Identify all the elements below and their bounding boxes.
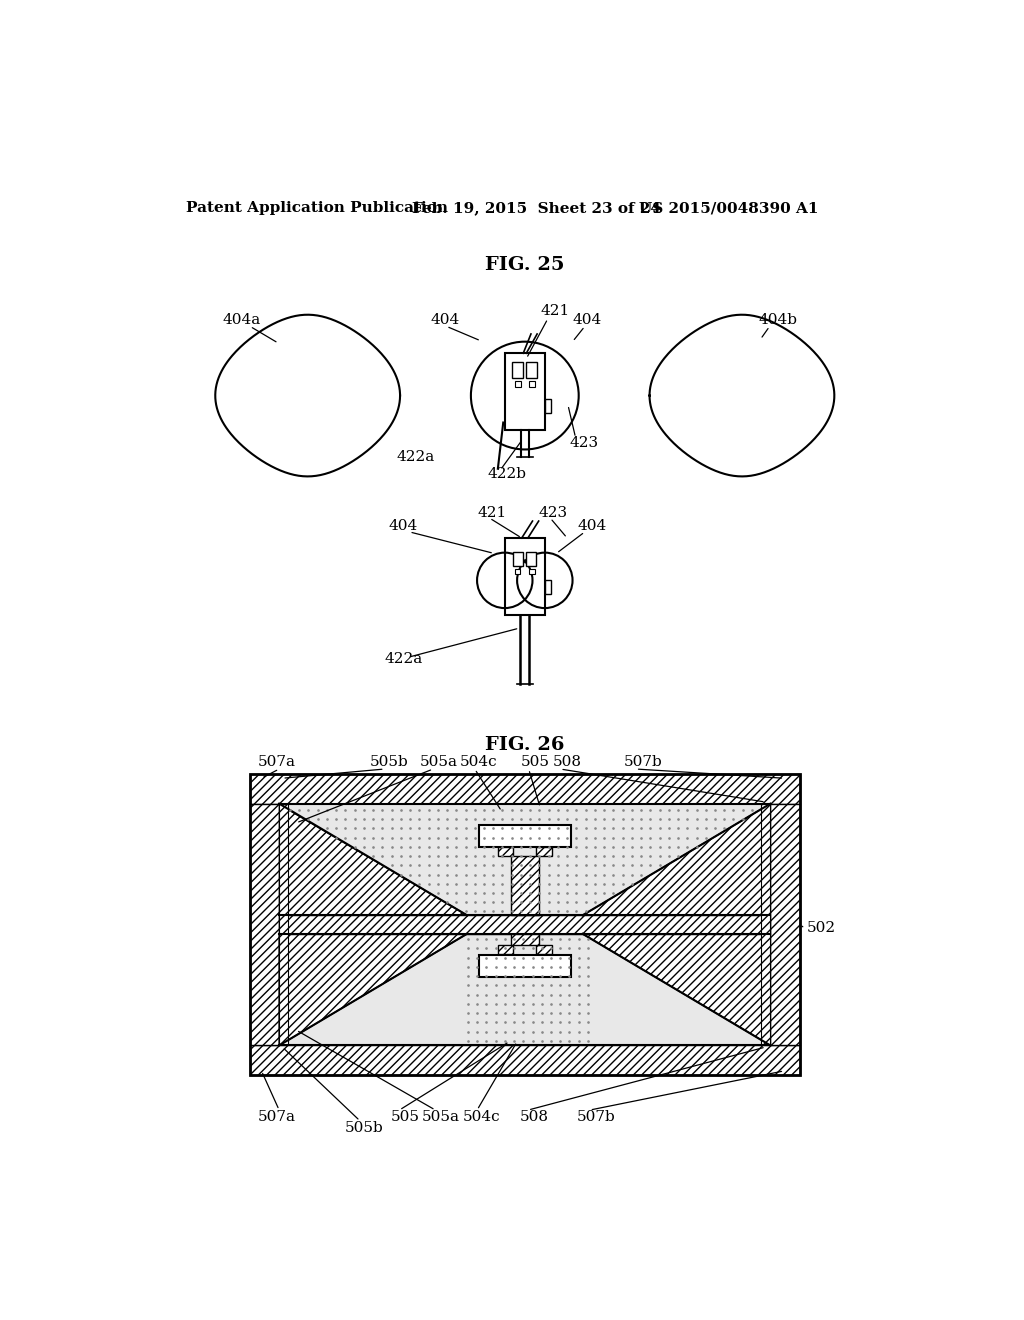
Text: US 2015/0048390 A1: US 2015/0048390 A1 <box>639 202 818 215</box>
Text: 404: 404 <box>578 520 606 533</box>
Text: 422a: 422a <box>396 450 434 465</box>
Bar <box>478 956 571 977</box>
Bar <box>505 354 545 430</box>
Text: 505a: 505a <box>422 1110 460 1125</box>
Text: 421: 421 <box>477 506 506 520</box>
Text: 404a: 404a <box>223 313 261 327</box>
Text: 404: 404 <box>388 520 418 533</box>
Bar <box>770 804 800 1045</box>
Polygon shape <box>280 933 770 1045</box>
Text: FIG. 26: FIG. 26 <box>485 737 564 754</box>
Text: 504c: 504c <box>463 1110 501 1125</box>
Text: 421: 421 <box>541 304 570 318</box>
Polygon shape <box>280 804 467 915</box>
Bar <box>515 381 521 387</box>
Polygon shape <box>280 804 770 915</box>
Polygon shape <box>583 933 770 1045</box>
Bar <box>511 855 539 915</box>
Bar <box>512 363 523 378</box>
Text: 505b: 505b <box>370 755 408 770</box>
Text: 507a: 507a <box>258 1110 296 1125</box>
Text: Feb. 19, 2015  Sheet 23 of 24: Feb. 19, 2015 Sheet 23 of 24 <box>412 202 660 215</box>
Bar <box>537 847 552 855</box>
Bar <box>511 933 539 945</box>
Text: 502: 502 <box>807 921 836 936</box>
Text: 508: 508 <box>520 1110 549 1125</box>
Bar <box>505 539 545 615</box>
Bar <box>545 400 551 413</box>
Bar <box>498 945 513 954</box>
Text: 505: 505 <box>391 1110 420 1125</box>
Bar <box>526 363 538 378</box>
Bar <box>280 915 770 933</box>
Text: 507b: 507b <box>578 1110 615 1125</box>
Bar <box>513 552 523 566</box>
Text: 505: 505 <box>521 755 550 770</box>
Bar <box>528 381 535 387</box>
Text: Patent Application Publication: Patent Application Publication <box>186 202 449 215</box>
Bar <box>280 804 289 1045</box>
Polygon shape <box>583 804 770 915</box>
Text: 422a: 422a <box>385 652 423 665</box>
Text: 423: 423 <box>539 506 567 520</box>
Bar <box>529 569 535 574</box>
Text: FIG. 25: FIG. 25 <box>485 256 564 273</box>
Text: 507b: 507b <box>624 755 663 770</box>
Text: 423: 423 <box>569 437 599 450</box>
Bar <box>526 552 537 566</box>
Text: 504c: 504c <box>460 755 498 770</box>
Bar <box>761 804 770 1045</box>
Text: 404b: 404b <box>758 313 797 327</box>
Bar <box>250 775 800 1074</box>
Bar <box>498 847 513 855</box>
Bar <box>515 569 520 574</box>
Text: 505b: 505b <box>345 1121 383 1135</box>
Text: 404: 404 <box>431 313 460 327</box>
Bar <box>545 581 551 594</box>
Text: 404: 404 <box>572 313 602 327</box>
Bar <box>537 945 552 954</box>
Text: 505a: 505a <box>419 755 458 770</box>
Polygon shape <box>280 933 467 1045</box>
Bar <box>250 775 800 804</box>
Text: 507a: 507a <box>258 755 296 770</box>
Text: 508: 508 <box>553 755 582 770</box>
Bar <box>250 1045 800 1074</box>
Text: 422b: 422b <box>487 467 526 480</box>
Bar <box>478 825 571 847</box>
Bar <box>250 804 280 1045</box>
